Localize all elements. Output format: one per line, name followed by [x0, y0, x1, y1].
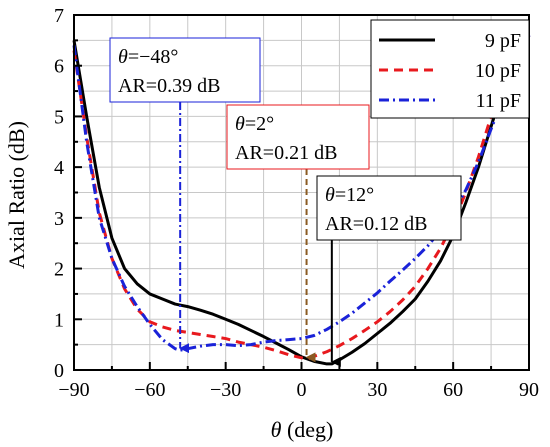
tick-labels: −90 −60 −30 0 30 60 90 0 1 2 3 4 5 6 7: [54, 5, 539, 401]
annotation-box: θ=−48° AR=0.39 dB: [109, 37, 261, 103]
x-axis-title: θ (deg): [271, 417, 334, 442]
x-axis-title-symbol: θ: [271, 417, 282, 442]
legend-entry: 10 pF: [379, 60, 521, 82]
x-tick-label: 30: [367, 379, 387, 401]
y-tick-label: 6: [54, 56, 64, 78]
annotation-ar-value: AR=0.39 dB: [118, 75, 220, 97]
x-tick-label: −30: [210, 379, 241, 401]
annotation-arrows: [179, 102, 341, 367]
legend-label: 11 pF: [476, 90, 521, 112]
annotation-box: θ=2° AR=0.21 dB: [226, 104, 370, 170]
legend-label: 9 pF: [485, 30, 521, 52]
annotation-angle: θ=12°: [325, 184, 374, 206]
series-line-11-pf: [72, 34, 531, 352]
annotation-ar-value: AR=0.21 dB: [235, 142, 337, 164]
y-axis-title: Axial Ratio (dB): [4, 121, 29, 269]
annotation-box: θ=12° AR=0.12 dB: [316, 175, 462, 241]
legend-label: 10 pF: [475, 60, 521, 82]
annotation-box-frame: [226, 104, 370, 170]
y-tick-label: 0: [54, 360, 64, 382]
y-tick-label: 2: [54, 259, 64, 281]
annotation-box-frame: [316, 175, 462, 241]
y-tick-label: 3: [54, 208, 64, 230]
y-tick-label: 7: [54, 5, 64, 27]
legend: 9 pF 10 pF 11 pF: [370, 19, 530, 119]
y-tick-label: 5: [54, 106, 64, 128]
x-tick-label: −60: [134, 379, 165, 401]
annotation-box-frame: [109, 37, 261, 103]
x-tick-label: 90: [519, 379, 539, 401]
x-tick-label: 0: [297, 379, 307, 401]
x-tick-label: 60: [443, 379, 463, 401]
legend-entry: 11 pF: [379, 90, 521, 112]
annotation-angle: θ=−48°: [118, 46, 178, 68]
y-tick-label: 1: [54, 309, 64, 331]
annotation-angle: θ=2°: [235, 113, 274, 135]
y-tick-label: 4: [54, 157, 64, 179]
legend-entry: 9 pF: [379, 30, 521, 52]
x-axis-title-unit: (deg): [281, 417, 333, 442]
annotation-ar-value: AR=0.12 dB: [325, 213, 427, 235]
annotation-boxes: θ=−48° AR=0.39 dB θ=2° AR=0.21 dB θ=12° AR=0.…: [109, 37, 462, 241]
x-tick-label: −90: [58, 379, 89, 401]
axis-ticks: [73, 14, 530, 371]
